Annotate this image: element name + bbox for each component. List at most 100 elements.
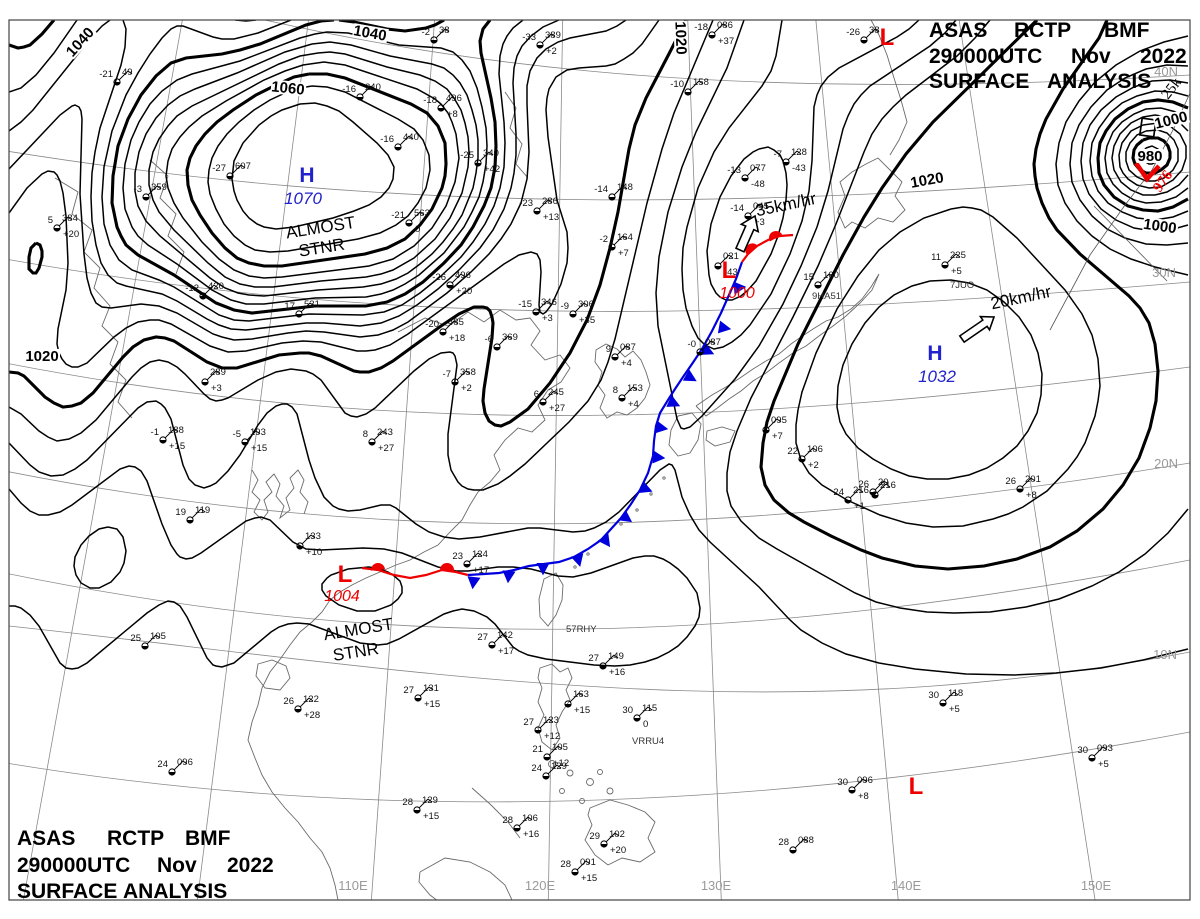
svg-text:+15: +15	[574, 705, 590, 716]
svg-text:H: H	[927, 342, 942, 365]
svg-text:VRRU4: VRRU4	[632, 736, 664, 747]
svg-text:-10: -10	[670, 79, 684, 90]
svg-text:26: 26	[283, 696, 294, 707]
svg-text:496: 496	[446, 93, 462, 104]
svg-text:088: 088	[798, 835, 814, 846]
svg-text:216: 216	[853, 485, 869, 496]
svg-text:133: 133	[305, 531, 321, 542]
svg-text:+37: +37	[718, 36, 734, 47]
svg-text:021: 021	[723, 251, 739, 262]
svg-text:26: 26	[1005, 476, 1016, 487]
svg-text:20N: 20N	[1154, 456, 1178, 471]
svg-text:1000: 1000	[1142, 216, 1177, 237]
svg-text:077: 077	[750, 163, 766, 174]
svg-text:+5: +5	[949, 704, 960, 715]
svg-text:+16: +16	[609, 667, 625, 678]
svg-text:27: 27	[477, 632, 488, 643]
svg-text:-18: -18	[423, 95, 437, 106]
svg-text:093: 093	[1097, 743, 1113, 754]
svg-text:+8: +8	[447, 109, 458, 120]
svg-text:216: 216	[880, 480, 896, 491]
svg-text:105: 105	[150, 631, 166, 642]
svg-text:091: 091	[580, 857, 596, 868]
svg-text:RCTP: RCTP	[107, 827, 164, 850]
svg-text:369: 369	[502, 332, 518, 343]
svg-text:563: 563	[414, 208, 430, 219]
svg-text:9HA51: 9HA51	[812, 291, 841, 302]
svg-text:980: 980	[1137, 148, 1162, 165]
svg-text:23: 23	[452, 551, 463, 562]
svg-text:H: H	[299, 164, 314, 187]
svg-text:2022: 2022	[1140, 45, 1187, 68]
svg-text:153: 153	[627, 383, 643, 394]
svg-text:110E: 110E	[338, 878, 368, 893]
svg-text:-7: -7	[443, 369, 451, 380]
svg-text:120E: 120E	[525, 878, 556, 893]
svg-text:142: 142	[497, 630, 513, 641]
svg-text:122: 122	[303, 694, 319, 705]
svg-text:240: 240	[365, 82, 381, 93]
svg-text:38: 38	[869, 25, 880, 36]
svg-text:150E: 150E	[1081, 878, 1112, 893]
svg-text:130E: 130E	[701, 878, 732, 893]
svg-text:086: 086	[717, 20, 733, 31]
svg-text:1020: 1020	[909, 169, 945, 192]
svg-text:+8: +8	[858, 791, 869, 802]
svg-text:-27: -27	[212, 163, 226, 174]
svg-text:SURFACE: SURFACE	[17, 880, 117, 903]
svg-text:1004: 1004	[324, 588, 360, 605]
svg-text:193: 193	[250, 427, 266, 438]
svg-text:SURFACE: SURFACE	[929, 70, 1029, 93]
svg-text:-20: -20	[425, 319, 439, 330]
svg-text:-12: -12	[185, 283, 199, 294]
svg-text:-21: -21	[391, 210, 405, 221]
svg-text:485: 485	[448, 317, 464, 328]
svg-text:+3: +3	[542, 313, 553, 324]
svg-text:+13: +13	[543, 212, 559, 223]
svg-text:+1: +1	[854, 501, 865, 512]
svg-text:28: 28	[502, 815, 513, 826]
svg-text:129: 129	[422, 795, 438, 806]
svg-text:096: 096	[177, 757, 193, 768]
svg-text:24: 24	[157, 759, 168, 770]
svg-text:+2: +2	[461, 383, 472, 394]
svg-text:286: 286	[542, 196, 558, 207]
svg-text:26: 26	[858, 479, 869, 490]
svg-text:49: 49	[122, 67, 133, 78]
svg-text:+17: +17	[473, 565, 489, 576]
svg-text:27: 27	[403, 685, 414, 696]
svg-text:096: 096	[857, 775, 873, 786]
svg-text:496: 496	[455, 270, 471, 281]
svg-text:+12: +12	[544, 731, 560, 742]
svg-text:9: 9	[606, 344, 611, 355]
svg-text:L: L	[880, 24, 895, 51]
svg-text:30: 30	[622, 705, 633, 716]
svg-text:+15: +15	[581, 873, 597, 884]
svg-text:-2: -2	[600, 234, 608, 245]
svg-text:106: 106	[807, 444, 823, 455]
svg-text:+2: +2	[546, 46, 557, 57]
svg-text:-14: -14	[730, 203, 744, 214]
svg-text:-7: -7	[774, 149, 782, 160]
svg-text:+16: +16	[523, 829, 539, 840]
svg-text:28: 28	[778, 837, 789, 848]
svg-text:30: 30	[837, 777, 848, 788]
svg-text:118: 118	[948, 688, 963, 699]
svg-text:115: 115	[642, 703, 657, 714]
svg-text:131: 131	[423, 683, 439, 694]
svg-text:24: 24	[531, 763, 542, 774]
svg-text:140E: 140E	[891, 878, 922, 893]
svg-text:1020: 1020	[671, 21, 689, 55]
svg-text:+20: +20	[610, 845, 626, 856]
svg-text:-21: -21	[99, 69, 113, 80]
svg-text:17: 17	[284, 301, 295, 312]
svg-text:+15: +15	[251, 443, 267, 454]
svg-text:+4: +4	[628, 399, 639, 410]
svg-text:L: L	[338, 561, 353, 588]
svg-text:+35: +35	[579, 315, 595, 326]
svg-text:531: 531	[304, 299, 320, 310]
svg-text:+3: +3	[754, 217, 765, 228]
svg-text:105: 105	[552, 742, 568, 753]
svg-text:158: 158	[693, 77, 709, 88]
svg-text:-18: -18	[694, 22, 708, 33]
